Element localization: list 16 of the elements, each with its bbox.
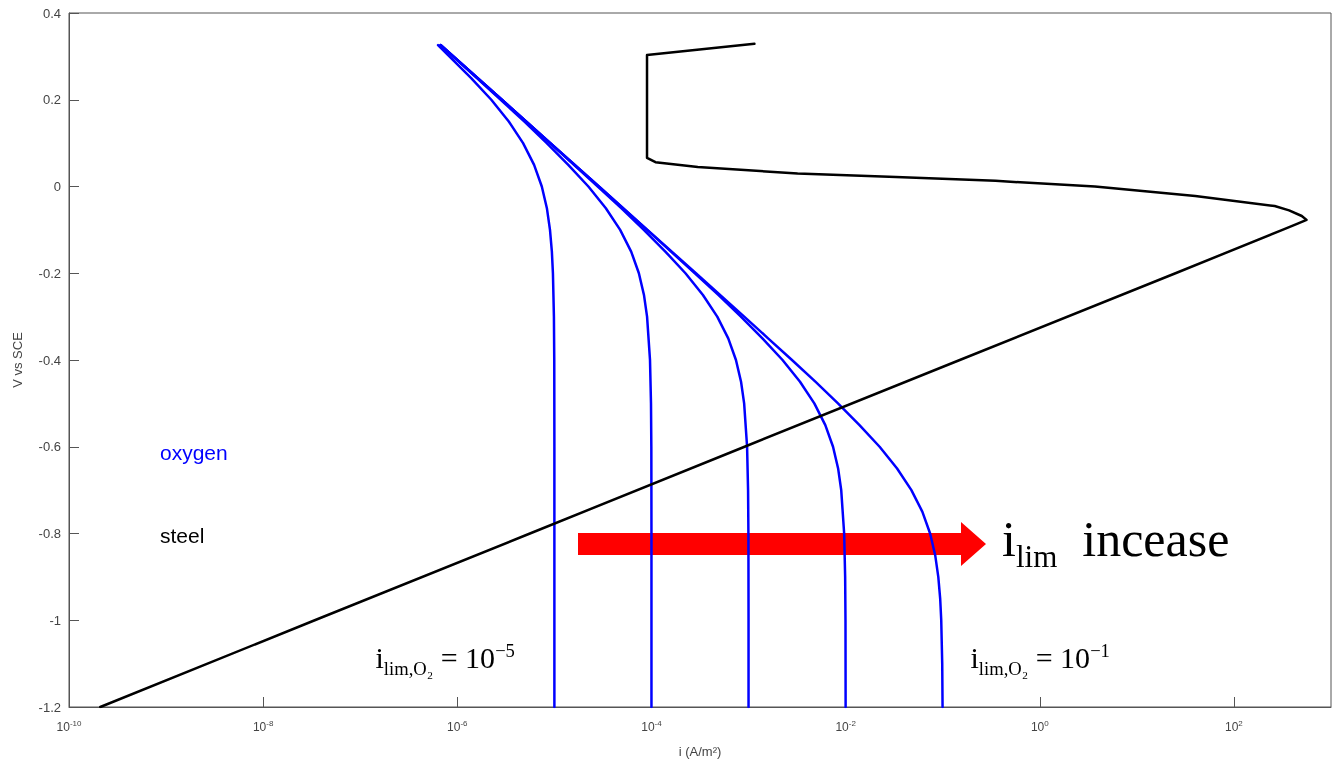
y-tick-label: 0.4	[42, 5, 61, 21]
y-tick-label: -0.6	[38, 439, 61, 455]
y-tick-label: -1.2	[38, 699, 61, 715]
y-axis-title: V vs SCE	[10, 331, 25, 388]
x-axis-title: i (A/m²)	[678, 744, 722, 759]
y-tick-label: -0.2	[38, 265, 61, 281]
y-tick-label: -1	[49, 612, 61, 628]
text: oxygen	[160, 441, 228, 464]
y-tick-label: -0.8	[38, 526, 61, 541]
y-tick-label: 0.2	[42, 92, 61, 108]
y-tick-label: -0.4	[38, 352, 61, 368]
annotation: i$_{lim,O₂}$ = 10$^{−1}$	[970, 639, 1110, 679]
annotation: i$_{lim}$ incease	[1002, 511, 1230, 574]
annotation: i$_{lim,O₂}$ = 10$^{−5}$	[375, 639, 515, 679]
text: steel	[160, 524, 205, 547]
y-tick-label: 0	[53, 179, 61, 194]
